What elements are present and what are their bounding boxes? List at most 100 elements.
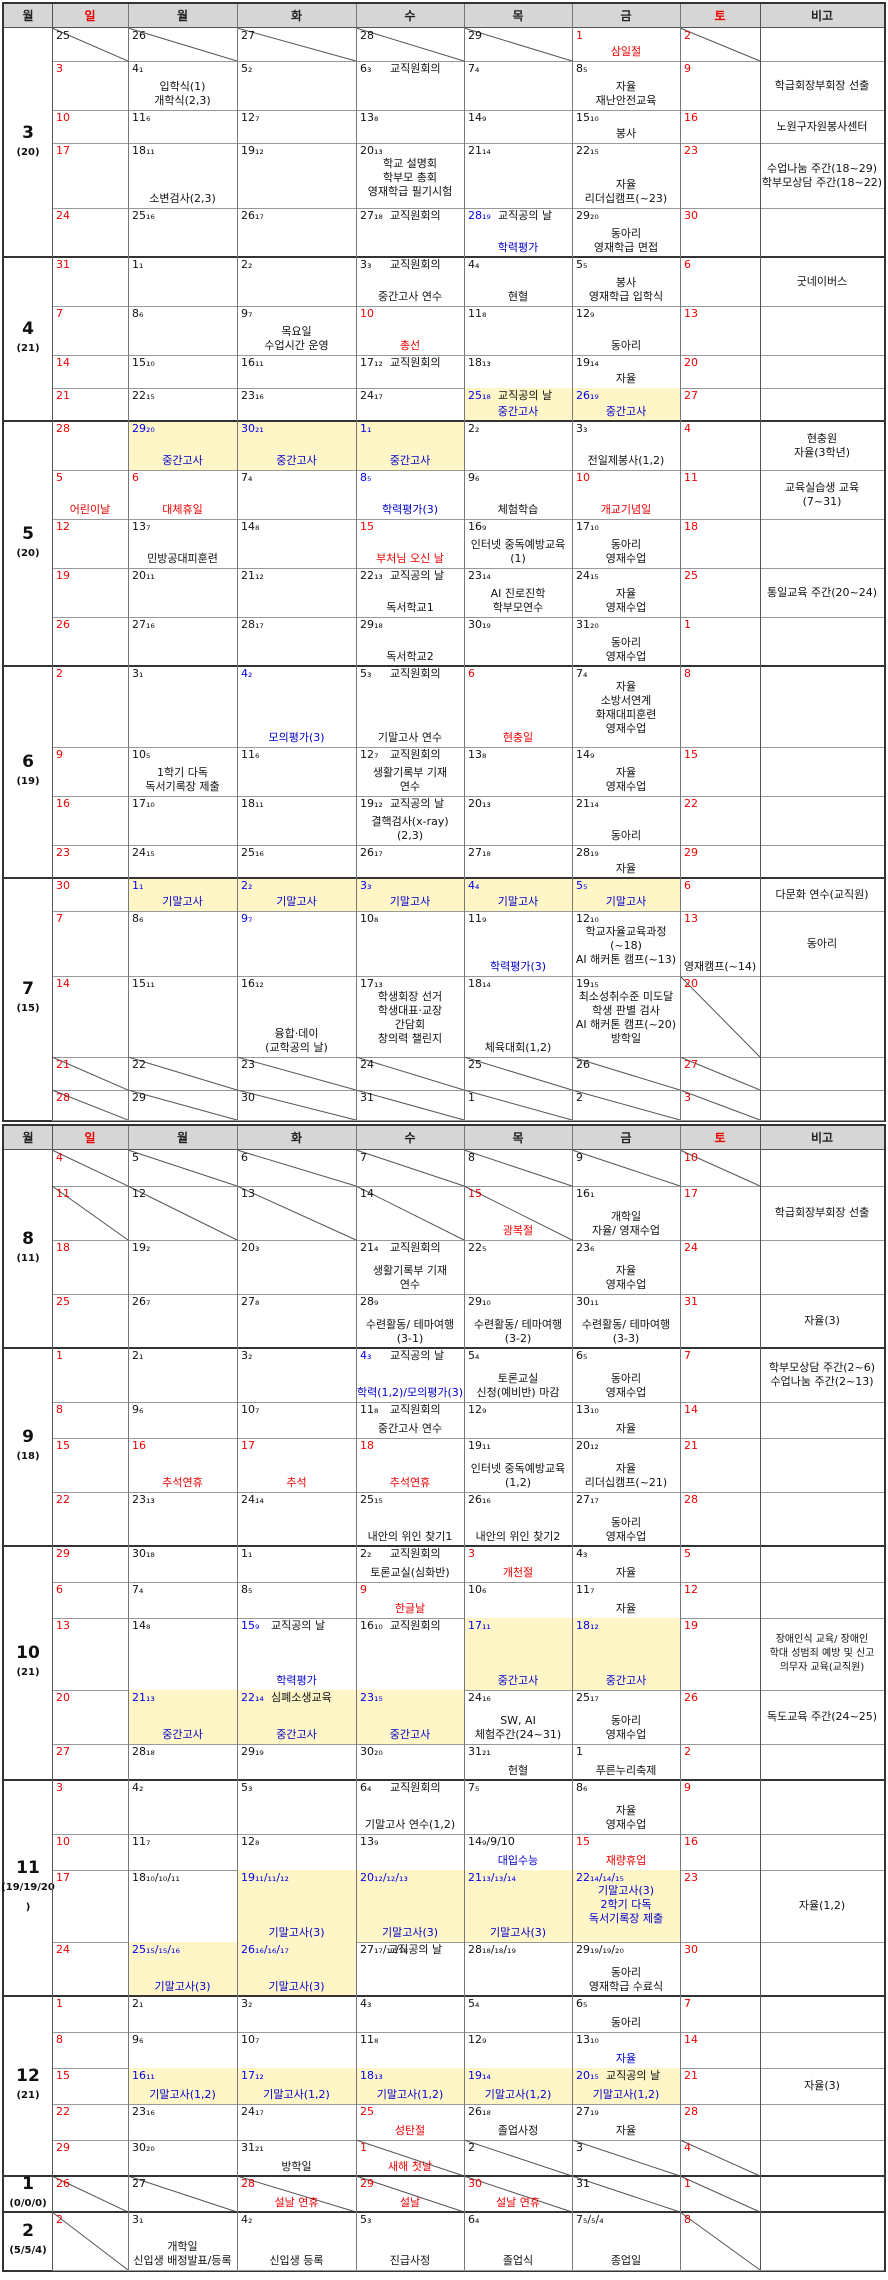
- day-cell[interactable]: 17₁₁ 중간고사: [464, 1618, 572, 1690]
- day-cell[interactable]: 2: [51, 2211, 129, 2271]
- day-cell[interactable]: 28₁₉ 교직공의 날 학력평가: [464, 208, 572, 257]
- day-cell[interactable]: 10: [52, 1834, 128, 1870]
- day-cell[interactable]: 16: [680, 1834, 760, 1870]
- day-cell[interactable]: 17₁₀: [128, 796, 237, 845]
- day-cell[interactable]: 30: [680, 1942, 760, 1996]
- day-cell[interactable]: 8₅ 학력평가(3): [356, 470, 464, 519]
- day-cell[interactable]: 13: [236, 1185, 357, 1241]
- day-cell[interactable]: 23₁₃: [128, 1492, 237, 1546]
- day-cell[interactable]: 21: [680, 2068, 760, 2104]
- day-cell[interactable]: 5₃: [237, 1780, 356, 1834]
- day-cell[interactable]: 12₉ 동아리: [572, 306, 680, 355]
- day-cell[interactable]: 31: [52, 257, 128, 306]
- day-cell[interactable]: 17 추석: [237, 1438, 356, 1492]
- day-cell[interactable]: 7: [52, 911, 128, 976]
- day-cell[interactable]: 21: [680, 1438, 760, 1492]
- day-cell[interactable]: 21₁₄ 동아리: [572, 796, 680, 845]
- day-cell[interactable]: 6₄ 교직원회의 기말고사 연수(1,2): [356, 1780, 464, 1834]
- day-cell[interactable]: 18: [680, 519, 760, 568]
- day-cell[interactable]: 25₁₆: [128, 208, 237, 257]
- day-cell[interactable]: 22₁₃ 교직공의 날 독서학교1: [356, 568, 464, 617]
- day-cell[interactable]: 20₁₂ 자율 리더십캠프(~21): [572, 1438, 680, 1492]
- day-cell[interactable]: 26: [51, 2175, 129, 2213]
- day-cell[interactable]: 8₅: [237, 1582, 356, 1618]
- day-cell[interactable]: 19₁₄ 기말고사(1,2): [464, 2068, 572, 2104]
- day-cell[interactable]: 30: [52, 878, 128, 911]
- day-cell[interactable]: 14: [52, 355, 128, 388]
- day-cell[interactable]: 15: [52, 1438, 128, 1492]
- day-cell[interactable]: 24: [355, 1056, 465, 1091]
- day-cell[interactable]: 12₇: [237, 110, 356, 143]
- day-cell[interactable]: 1₁: [237, 1546, 356, 1582]
- day-cell[interactable]: 23: [680, 1870, 760, 1942]
- day-cell[interactable]: 20₁₃: [464, 796, 572, 845]
- day-cell[interactable]: 8₆ 자율 영재수업: [572, 1780, 680, 1834]
- day-cell[interactable]: 29: [52, 2140, 128, 2176]
- day-cell[interactable]: 17₁₂ 기말고사(1,2): [237, 2068, 356, 2104]
- day-cell[interactable]: 20: [52, 1690, 128, 1744]
- day-cell[interactable]: 19₁₅ 최소성취수준 미도달 학생 판별 검사 AI 해커톤 캠프(~20) 방…: [572, 976, 680, 1057]
- day-cell[interactable]: 10: [52, 110, 128, 143]
- day-cell[interactable]: 4₄ 현혈: [464, 257, 572, 306]
- day-cell[interactable]: 27₁₈ 교직원회의: [356, 208, 464, 257]
- day-cell[interactable]: 9₆: [128, 2032, 237, 2068]
- day-cell[interactable]: 14₈: [237, 519, 356, 568]
- day-cell[interactable]: 5₅ 봉사 영재학급 입학식: [572, 257, 680, 306]
- day-cell[interactable]: 15 광복절: [463, 1185, 573, 1241]
- day-cell[interactable]: 10: [679, 1149, 761, 1187]
- day-cell[interactable]: 26₇: [128, 1294, 237, 1348]
- day-cell[interactable]: 7₄: [128, 1582, 237, 1618]
- day-cell[interactable]: 12₁₀ 학교자율교육과정 (~18) AI 해커톤 캠프(~13): [572, 911, 680, 976]
- day-cell[interactable]: 21: [51, 1056, 129, 1091]
- day-cell[interactable]: 15₁₁: [128, 976, 237, 1057]
- day-cell[interactable]: 18₁₂ 중간고사: [572, 1618, 680, 1690]
- day-cell[interactable]: 9₇: [237, 911, 356, 976]
- day-cell[interactable]: 12₉: [464, 2032, 572, 2068]
- day-cell[interactable]: 31₂₀ 동아리 영재수업: [572, 617, 680, 666]
- day-cell[interactable]: 6: [52, 1582, 128, 1618]
- day-cell[interactable]: 19₂: [128, 1240, 237, 1294]
- day-cell[interactable]: 21: [52, 388, 128, 421]
- day-cell[interactable]: 27: [236, 27, 357, 62]
- day-cell[interactable]: 7₅: [464, 1780, 572, 1834]
- day-cell[interactable]: 25₁₈ 교직공의 날 중간고사: [464, 388, 572, 421]
- day-cell[interactable]: 29₁₀ 수련활동/ 테마여행 (3-2): [464, 1294, 572, 1348]
- day-cell[interactable]: 8: [52, 1402, 128, 1438]
- day-cell[interactable]: 30₁₁ 수련활동/ 테마여행 (3-3): [572, 1294, 680, 1348]
- day-cell[interactable]: 29₁₈ 독서학교2: [356, 617, 464, 666]
- day-cell[interactable]: 27₈: [237, 1294, 356, 1348]
- day-cell[interactable]: 15: [52, 2068, 128, 2104]
- day-cell[interactable]: 4: [679, 2139, 761, 2177]
- day-cell[interactable]: 6₃ 교직원회의: [356, 61, 464, 110]
- day-cell[interactable]: 25: [463, 1056, 573, 1091]
- day-cell[interactable]: 26: [571, 1056, 681, 1091]
- day-cell[interactable]: 26₁₆ 내안의 위인 찾기2: [464, 1492, 572, 1546]
- day-cell[interactable]: 13 영재캠프(~14): [680, 911, 760, 976]
- day-cell[interactable]: 9: [680, 1780, 760, 1834]
- day-cell[interactable]: 11: [51, 1185, 129, 1241]
- day-cell[interactable]: 30₁₉: [464, 617, 572, 666]
- day-cell[interactable]: 3₁ 개학일 신입생 배정발표/등록: [128, 2212, 237, 2270]
- day-cell[interactable]: 23₁₄ AI 진로진학 학부모연수: [464, 568, 572, 617]
- day-cell[interactable]: 24: [52, 208, 128, 257]
- day-cell[interactable]: 5₅ 기말고사: [572, 878, 680, 911]
- day-cell[interactable]: 15 재량휴업: [572, 1834, 680, 1870]
- day-cell[interactable]: 25₁₆: [237, 845, 356, 878]
- day-cell[interactable]: 31₂₁ 방학일: [237, 2140, 356, 2176]
- day-cell[interactable]: 31: [571, 2175, 681, 2213]
- day-cell[interactable]: 28₉ 수련활동/ 테마여행 (3-1): [356, 1294, 464, 1348]
- day-cell[interactable]: 20: [680, 355, 760, 388]
- day-cell[interactable]: 27: [679, 1056, 761, 1091]
- day-cell[interactable]: 12: [680, 1582, 760, 1618]
- day-cell[interactable]: 7: [355, 1149, 465, 1187]
- day-cell[interactable]: 25: [51, 27, 129, 62]
- day-cell[interactable]: 3: [679, 1089, 761, 1121]
- day-cell[interactable]: 3₂: [237, 1996, 356, 2032]
- day-cell[interactable]: 13₉: [356, 1834, 464, 1870]
- day-cell[interactable]: 1: [679, 2175, 761, 2213]
- day-cell[interactable]: 28: [680, 1492, 760, 1546]
- day-cell[interactable]: 16 추석연휴: [128, 1438, 237, 1492]
- day-cell[interactable]: 11₉ 학력평가(3): [464, 911, 572, 976]
- day-cell[interactable]: 17: [52, 143, 128, 208]
- day-cell[interactable]: 5: [127, 1149, 238, 1187]
